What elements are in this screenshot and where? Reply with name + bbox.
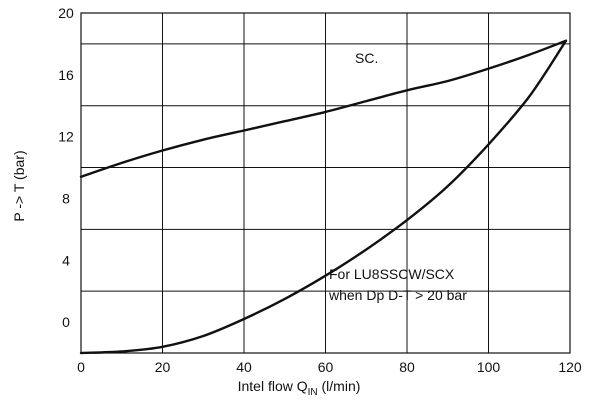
grid (81, 13, 570, 353)
series-line-0 (79, 39, 568, 178)
x-tick-label-6: 120 (558, 359, 582, 375)
x-tick-label-2: 40 (236, 359, 252, 375)
x-tick-label-5: 100 (477, 359, 501, 375)
y-tick-label-3: 8 (62, 190, 70, 206)
x-tick-label-0: 0 (77, 359, 85, 375)
x-axis-title: Intel flow QIN (l/min) (238, 378, 361, 398)
annotation-sc: SC. (355, 50, 378, 66)
y-tick-label-5: 0 (62, 314, 70, 330)
y-tick-label-2: 12 (58, 129, 74, 145)
annotation-lu-line1: For LU8SSCW/SCX (329, 266, 455, 282)
series-line-1 (79, 39, 568, 355)
series-group (79, 39, 568, 355)
y-tick-label-0: 20 (58, 5, 74, 21)
x-tick-label-4: 80 (399, 359, 415, 375)
y-tick-label-4: 4 (62, 252, 70, 268)
x-tick-label-3: 60 (318, 359, 334, 375)
annotation-lu-line2: when Dp D-T > 20 bar (328, 287, 467, 303)
plot-frame (80, 12, 571, 354)
y-tick-label-1: 16 (58, 67, 74, 83)
y-axis-title: P -> T (bar) (11, 150, 27, 221)
x-tick-label-1: 20 (155, 359, 171, 375)
